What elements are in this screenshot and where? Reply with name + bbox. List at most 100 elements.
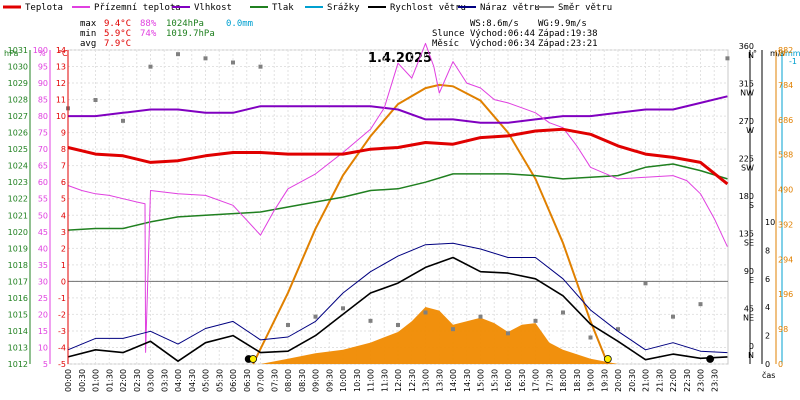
series-wind-speed-line [67,256,728,363]
series-wind-direction-point [93,98,98,102]
moonrise-time: Východ:06:34 [470,39,535,49]
temperature-tick-label: 12 [56,79,66,88]
legend: Teplota Přízemní teplota Vlhkost Tlak Sr… [3,3,612,13]
rain-unit: mm [785,49,800,58]
time-tick-label: 17:00 [532,369,541,392]
series-wind-direction-point [258,64,263,69]
wind-speed-tick-label: 6 [765,275,770,284]
temperature-tick-label: 8 [61,145,66,154]
time-tick-label: 03:00 [147,369,156,392]
humidity-tick-label: 70 [38,145,48,154]
series-wind-direction-point [616,327,620,332]
chart-title: 1.4.2025 [368,51,432,66]
direction-tick-label: 225 [739,155,754,164]
legend-item-srazky: Srážky [305,3,360,13]
time-tick-label: 12:00 [394,369,403,392]
legend-label-tlak: Tlak [272,3,294,13]
pressure-tick-label: 1017 [8,277,28,286]
series-wind-direction-point [313,314,318,319]
time-tick-label: 16:30 [518,369,527,392]
humidity-tick-label: 85 [38,96,48,105]
direction-tick-label: 0 [749,342,754,351]
time-tick-label: 23:00 [697,369,706,392]
legend-label-smer-vetru: Směr větru [558,3,612,13]
series-wind-direction-point [506,331,510,336]
stats-avg-label: avg [80,39,96,49]
temperature-tick-label: 3 [61,228,66,237]
direction-tick-label: 315 [739,80,754,89]
legend-item-rychlost-vetru: Rychlost větru [368,3,466,13]
temperature-tick-label: 5 [61,195,66,204]
direction-tick-label: E [749,276,754,285]
time-tick-label: 03:30 [160,369,169,392]
pressure-tick-label: 1016 [8,294,28,303]
legend-label-rychlost-vetru: Rychlost větru [390,3,466,13]
time-tick-label: 19:30 [600,369,609,392]
stats-min-pressure: 1019.7hPa [166,29,215,39]
sun-label: Slunce [432,29,465,39]
time-tick-label: 14:30 [463,369,472,392]
series-ground-temp-line [67,42,728,353]
humidity-tick-label: 25 [38,294,48,303]
series-wind-gust-line [67,242,728,354]
time-tick-label: 09:30 [325,369,334,392]
humidity-unit: % [38,49,46,58]
time-tick-label: 00:00 [64,369,73,392]
time-tick-label: 20:30 [628,369,637,392]
temperature-unit: °C [58,49,68,58]
time-tick-label: 04:30 [188,369,197,392]
radiation-tick-label: 784 [778,81,793,90]
direction-tick-label: N [748,51,754,60]
time-tick-label: 04:00 [174,369,183,392]
wind-speed-tick-label: 10 [765,218,775,227]
series-wind-direction-point [121,118,125,123]
stats-min-label: min [80,29,96,39]
astro-info: WS:8.6m/s WG:9.9m/s Slunce Východ:06:44 … [432,19,598,49]
time-tick-label: 21:00 [642,369,651,392]
time-tick-label: 08:00 [284,369,293,392]
pressure-tick-label: 1018 [8,261,28,270]
rain-tick-label: -1 [789,57,797,66]
time-tick-label: 23:30 [710,369,719,392]
legend-label-prizemni-teplota: Přízemní teplota [94,3,181,13]
direction-tick-label: NE [743,314,754,323]
wind-speed-tick-label: 0 [765,360,770,369]
series-wind-direction-point [368,318,373,323]
temperature-tick-label: -5 [58,360,66,369]
humidity-tick-label: 40 [38,244,48,253]
time-tick-label: 02:30 [133,369,142,392]
time-tick-label: 05:00 [202,369,211,392]
direction-tick-label: SE [744,239,754,248]
direction-tick-label: 90 [744,267,754,276]
series-wind-direction-point [451,327,455,332]
legend-label-teplota: Teplota [25,3,63,13]
time-tick-label: 01:30 [105,369,114,392]
series-wind-direction-point [478,314,483,319]
humidity-tick-label: 30 [38,277,48,286]
series-wind-direction-point [561,310,565,315]
humidity-tick-label: 65 [38,162,48,171]
pressure-tick-label: 1015 [8,310,28,319]
time-tick-label: 20:00 [614,369,623,392]
time-tick-label: 10:00 [339,369,348,392]
wind-speed-max: WS:8.6m/s [470,19,519,29]
pressure-tick-label: 1026 [8,129,28,138]
stats-max-rain: 0.0mm [226,19,253,29]
series-wind-direction-point [231,60,235,65]
time-tick-label: 06:30 [243,369,252,392]
pressure-tick-label: 1027 [8,112,28,121]
legend-item-prizemni-teplota: Přízemní teplota [72,3,181,13]
temperature-tick-label: -4 [58,343,66,352]
time-tick-label: 19:00 [587,369,596,392]
series-wind-direction-point [423,310,428,315]
direction-tick-label: 180 [739,192,754,201]
stats-max-temp: 9.4°C [104,19,131,29]
series-wind-direction-point [588,335,593,340]
pressure-tick-label: 1030 [8,63,28,72]
legend-label-vlhkost: Vlhkost [194,3,232,13]
time-tick-label: 21:30 [655,369,664,392]
time-tick-label: 17:30 [545,369,554,392]
series-sunshine-area [260,307,618,364]
series-wind-direction-point [533,318,538,323]
